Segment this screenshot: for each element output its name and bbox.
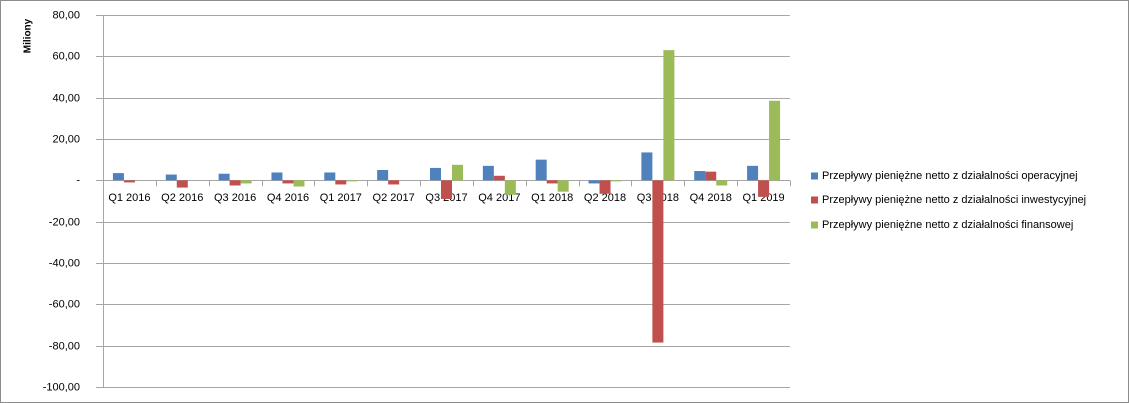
bar xyxy=(271,172,283,181)
x-tick-label: Q1 2016 xyxy=(108,192,150,204)
bar xyxy=(504,180,516,195)
x-tick-label: Q2 2017 xyxy=(373,192,415,204)
bar xyxy=(218,173,230,181)
bar xyxy=(240,180,252,184)
x-tick-label: Q3 2016 xyxy=(214,192,256,204)
y-tick-label: -100,00 xyxy=(43,381,80,393)
y-tick-label: - xyxy=(76,174,80,186)
y-axis-title: Miliony xyxy=(23,18,34,53)
bar xyxy=(599,180,611,194)
bar xyxy=(452,164,463,181)
legend-swatch xyxy=(811,172,818,180)
bar xyxy=(123,180,135,183)
bar xyxy=(176,180,188,188)
x-tick-label: Q4 2016 xyxy=(267,192,309,204)
x-tick-label: Q2 2018 xyxy=(584,192,626,204)
y-tick-label: -60,00 xyxy=(49,298,80,310)
x-tick-label: Q4 2017 xyxy=(478,192,520,204)
bar xyxy=(441,180,452,199)
bar xyxy=(557,180,569,192)
x-tick-label: Q1 2019 xyxy=(742,192,784,204)
y-tick-label: 40,00 xyxy=(52,92,80,104)
bar xyxy=(716,180,728,186)
bar xyxy=(663,50,675,181)
legend-swatch xyxy=(811,221,818,229)
bar xyxy=(388,180,400,185)
bar xyxy=(588,180,600,184)
y-tick-label: -80,00 xyxy=(49,340,80,352)
bar xyxy=(705,171,717,181)
bar xyxy=(694,171,706,181)
x-tick-label: Q4 2018 xyxy=(690,192,732,204)
bar xyxy=(293,180,305,187)
bar xyxy=(335,180,347,185)
legend-label: Przepływy pieniężne netto z działalności… xyxy=(822,194,1086,206)
y-tick-label: 60,00 xyxy=(52,50,80,62)
bar xyxy=(747,165,759,181)
bar xyxy=(493,175,505,181)
y-tick-label: 80,00 xyxy=(52,9,80,21)
bar xyxy=(535,159,547,181)
bar xyxy=(282,180,294,184)
x-tick-label: Q1 2017 xyxy=(320,192,362,204)
x-tick-label: Q1 2018 xyxy=(531,192,573,204)
bar xyxy=(430,167,441,181)
bar xyxy=(165,174,177,181)
bar xyxy=(346,180,358,182)
bar xyxy=(758,180,770,197)
bar xyxy=(482,165,494,181)
bar xyxy=(377,170,389,181)
bar xyxy=(769,100,781,181)
y-tick-label: -40,00 xyxy=(49,257,80,269)
bar xyxy=(112,173,124,181)
bar xyxy=(324,172,336,181)
bar xyxy=(610,180,622,182)
legend-label: Przepływy pieniężne netto z działalności… xyxy=(822,170,1078,182)
bar xyxy=(229,180,241,186)
x-tick-label: Q2 2016 xyxy=(161,192,203,204)
bar xyxy=(546,180,558,184)
bar xyxy=(641,152,653,181)
legend-label: Przepływy pieniężne netto z działalności… xyxy=(822,219,1073,231)
legend-swatch xyxy=(811,196,818,204)
y-tick-label: 20,00 xyxy=(52,133,80,145)
bar xyxy=(652,180,664,343)
y-tick-label: -20,00 xyxy=(49,216,80,228)
